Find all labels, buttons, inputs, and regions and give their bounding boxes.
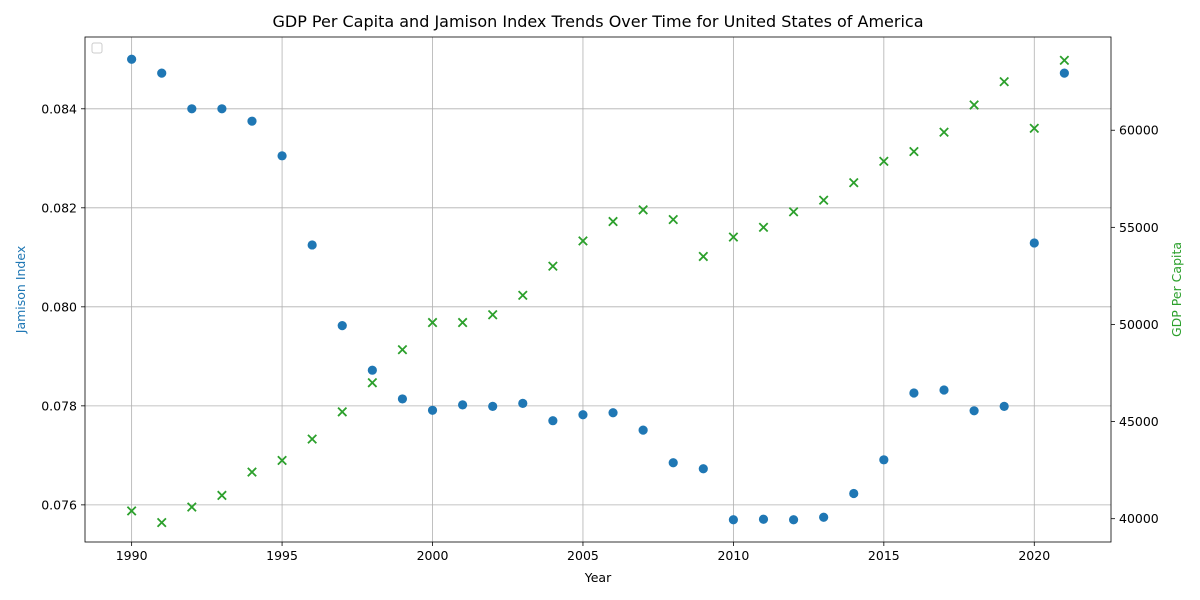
data-point-jamison (849, 488, 859, 499)
x-tick-label: 1995 (266, 548, 298, 563)
data-point-jamison (548, 416, 558, 426)
data-point-gdp (818, 195, 829, 205)
data-point-jamison (1029, 238, 1039, 248)
data-point-jamison (337, 321, 347, 331)
data-point-gdp (126, 506, 137, 516)
chart-title: GDP Per Capita and Jamison Index Trends … (272, 12, 923, 31)
right-y-tick-label: 40000 (1119, 511, 1159, 526)
data-point-jamison (127, 54, 137, 64)
data-point-gdp (939, 127, 949, 138)
data-point-gdp (788, 206, 799, 217)
x-axis-label: Year (584, 570, 612, 585)
data-point-gdp (487, 309, 498, 320)
data-point-gdp (969, 100, 979, 110)
data-point-gdp (909, 146, 919, 157)
left-y-tick-label: 0.084 (41, 101, 77, 116)
left-y-tick-label: 0.076 (41, 497, 77, 512)
data-point-gdp (638, 205, 648, 215)
x-tick-label: 2020 (1018, 548, 1050, 563)
data-point-gdp (999, 76, 1010, 87)
data-point-gdp (1029, 123, 1040, 134)
data-point-gdp (758, 222, 769, 233)
data-point-gdp (1059, 55, 1070, 66)
x-tick-label: 2010 (717, 548, 749, 563)
data-point-jamison (788, 515, 799, 525)
x-tick-label: 2005 (567, 548, 599, 563)
data-point-jamison (819, 512, 829, 522)
data-point-jamison (518, 398, 528, 408)
data-point-gdp (878, 156, 889, 167)
data-point-jamison (758, 514, 769, 524)
data-point-jamison (157, 68, 167, 78)
x-tick-label: 2015 (868, 548, 900, 563)
right-y-tick-label: 55000 (1119, 220, 1159, 235)
right-y-axis-ticks: 40000 45000 50000 55000 60000 (1111, 123, 1159, 526)
data-point-jamison (187, 104, 197, 114)
data-point-jamison (1059, 68, 1069, 78)
data-point-jamison (397, 394, 408, 404)
data-point-jamison (939, 385, 949, 395)
series-gdp-per-capita (126, 55, 1070, 528)
data-point-jamison (367, 365, 377, 375)
data-point-jamison (668, 458, 678, 468)
left-y-tick-label: 0.080 (41, 299, 77, 314)
data-point-jamison (307, 240, 317, 250)
data-point-jamison (578, 410, 588, 420)
legend-box (91, 42, 103, 54)
data-point-jamison (277, 151, 287, 161)
right-y-tick-label: 60000 (1119, 123, 1159, 138)
data-point-gdp (277, 455, 287, 466)
data-point-jamison (969, 406, 979, 416)
data-point-gdp (397, 344, 408, 355)
data-point-jamison (879, 455, 889, 465)
data-point-jamison (909, 388, 919, 398)
data-point-jamison (728, 515, 738, 525)
left-y-tick-label: 0.082 (41, 200, 77, 215)
data-point-gdp (668, 214, 679, 225)
data-point-gdp (608, 216, 618, 227)
data-point-gdp (457, 317, 468, 328)
data-point-jamison (217, 104, 227, 114)
data-point-gdp (427, 317, 438, 328)
data-point-gdp (186, 502, 197, 512)
data-point-jamison (638, 425, 648, 435)
data-point-jamison (698, 464, 708, 474)
data-point-jamison (247, 116, 257, 126)
data-point-gdp (337, 407, 348, 417)
data-point-gdp (848, 177, 859, 188)
data-point-gdp (517, 290, 528, 301)
data-point-jamison (999, 401, 1009, 411)
x-tick-label: 2000 (417, 548, 449, 563)
data-point-gdp (578, 236, 588, 246)
data-point-jamison (427, 405, 438, 415)
data-point-gdp (548, 261, 558, 272)
data-point-gdp (247, 467, 257, 477)
legend (91, 42, 103, 54)
plot-frame (84, 36, 1112, 543)
data-point-jamison (458, 400, 468, 410)
right-y-tick-label: 45000 (1119, 414, 1159, 429)
data-point-gdp (307, 434, 318, 444)
data-point-gdp (367, 377, 378, 388)
left-y-axis-label: Jamison Index (13, 246, 28, 334)
x-tick-label: 1990 (116, 548, 148, 563)
data-point-jamison (608, 408, 618, 418)
x-axis-ticks: 1990 1995 2000 2005 2010 2015 2020 (116, 542, 1050, 563)
right-y-tick-label: 50000 (1119, 317, 1159, 332)
left-y-axis-ticks: 0.076 0.078 0.080 0.082 0.084 (41, 101, 85, 512)
grid-lines (85, 37, 1111, 542)
right-y-axis-label: GDP Per Capita (1169, 242, 1184, 337)
data-point-gdp (728, 232, 739, 242)
data-point-gdp (156, 517, 167, 528)
data-point-gdp (217, 490, 227, 501)
data-point-jamison (488, 401, 498, 411)
series-jamison-index (127, 54, 1069, 525)
data-point-gdp (698, 251, 709, 262)
left-y-tick-label: 0.078 (41, 398, 77, 413)
